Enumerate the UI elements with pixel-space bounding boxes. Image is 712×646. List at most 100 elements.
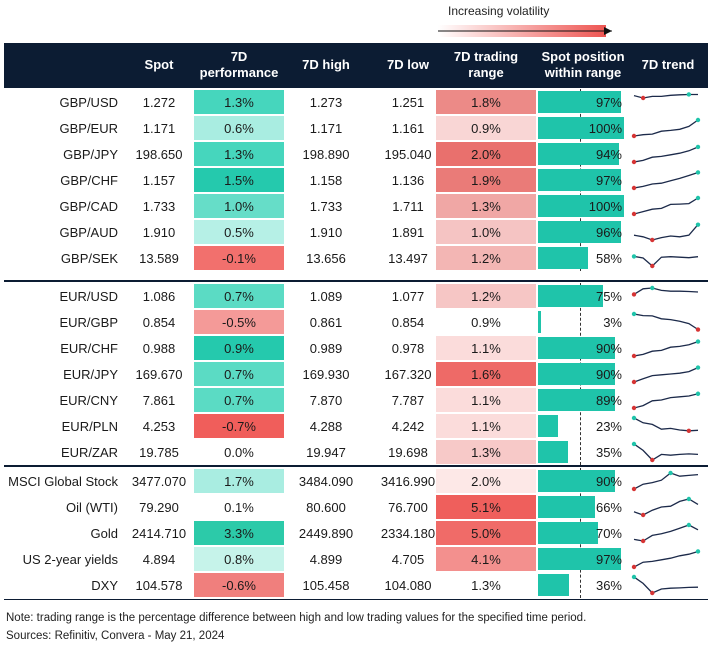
trend-sparkline (633, 92, 698, 101)
low-value: 0.978 (391, 340, 425, 356)
high-value: 105.458 (302, 577, 350, 593)
spot-value: 2414.710 (131, 525, 187, 541)
header-7d-performance-line1: 7D (230, 48, 248, 64)
trend-line (633, 367, 699, 383)
trend-high-marker (695, 170, 701, 175)
spot-position-value: 97% (595, 94, 622, 110)
spot-position-bar (538, 574, 569, 596)
low-value: 1.136 (391, 172, 425, 188)
spot-position-value: 90% (595, 340, 622, 356)
trend-line (633, 255, 699, 267)
trend-line (633, 443, 699, 461)
trend-high-marker (695, 117, 701, 123)
trend-cell (628, 336, 708, 360)
low-value: 1.077 (391, 288, 425, 304)
trend-cell (628, 310, 708, 334)
table-row: MSCI Global Stock 3477.070 1.7% 3484.090 341… (4, 468, 708, 494)
trend-sparkline (631, 144, 701, 165)
high-value: 4.899 (309, 551, 343, 567)
high-value: 4.288 (309, 418, 343, 434)
trading-range-value: 5.1% (436, 495, 536, 519)
high-value: 169.930 (302, 366, 350, 382)
spot-position-bar (538, 548, 622, 570)
trend-low-marker (686, 428, 692, 433)
trend-line (633, 524, 699, 542)
spot-value: 1.272 (142, 94, 176, 110)
table-row: GBP/CAD 1.733 1.0% 1.733 1.711 1.3% 100% (4, 193, 708, 219)
trend-low-marker (631, 159, 637, 165)
header-spot-position-line1: Spot position (541, 48, 625, 64)
trend-low-marker (640, 95, 646, 101)
trend-sparkline (631, 254, 699, 269)
instrument-name: EUR/USD (59, 288, 118, 304)
trend-high-marker (695, 339, 701, 344)
table-row: DXY 104.578 -0.6% 105.458 104.080 1.3% 36% (4, 572, 708, 598)
low-value: 13.497 (388, 250, 428, 266)
low-value: 1.891 (391, 224, 425, 240)
table-row: EUR/GBP 0.854 -0.5% 0.861 0.854 0.9% 3% (4, 309, 708, 335)
instrument-name: GBP/AUD (59, 224, 118, 240)
spot-position-value: 58% (595, 250, 622, 266)
trading-range-value: 1.3% (436, 573, 536, 597)
trading-range-value: 1.6% (436, 362, 536, 386)
performance-value: 1.5% (194, 168, 284, 192)
instrument-name: EUR/JPY (63, 366, 118, 382)
low-value: 104.080 (384, 577, 432, 593)
spot-position-cell: 97% (538, 547, 626, 571)
performance-value: -0.7% (194, 414, 284, 438)
table-row: US 2-year yields 4.894 0.8% 4.899 4.705 4.1% 9… (4, 546, 708, 572)
trend-cell (628, 168, 708, 192)
footnote: Note: trading range is the percentage di… (6, 612, 587, 624)
volatility-legend-label: Increasing volatility (448, 4, 550, 18)
performance-value: -0.1% (194, 246, 284, 270)
trend-low-marker (631, 564, 637, 570)
header-spot: Spot (144, 56, 174, 72)
trend-cell (628, 284, 708, 308)
spot-value: 0.988 (142, 340, 176, 356)
trading-range-value: 1.2% (436, 284, 536, 308)
instrument-name: GBP/USD (59, 94, 118, 110)
spot-value: 1.910 (142, 224, 176, 240)
spot-value: 198.650 (135, 146, 183, 162)
high-value: 3484.090 (298, 473, 354, 489)
header-7d-high: 7D high (302, 56, 350, 72)
header-7d-performance-line2: performance (199, 64, 279, 80)
low-value: 1.711 (392, 198, 424, 214)
trend-low-marker (695, 327, 701, 332)
high-value: 0.861 (309, 314, 343, 330)
trading-range-value: 0.9% (436, 116, 536, 140)
trend-line (633, 576, 699, 594)
spot-position-cell: 96% (538, 220, 626, 244)
trend-low-marker (631, 211, 637, 217)
trend-cell (628, 116, 708, 140)
performance-value: 0.5% (194, 220, 284, 244)
header-7d-performance: 7D performance (194, 43, 284, 86)
trend-sparkline (631, 574, 699, 596)
table-header: Spot 7D performance 7D high 7D low 7D tr… (4, 43, 708, 86)
spot-position-cell: 100% (538, 194, 626, 218)
low-value: 195.040 (384, 146, 432, 162)
trend-low-marker (650, 590, 655, 596)
table-row: EUR/USD 1.086 0.7% 1.089 1.077 1.2% 75% (4, 283, 708, 309)
spot-position-cell: 58% (538, 246, 626, 270)
table-row: EUR/JPY 169.670 0.7% 169.930 167.320 1.6% 90% (4, 361, 708, 387)
trend-high-marker (631, 441, 637, 447)
instrument-name: Gold (90, 525, 118, 541)
performance-value: 3.3% (194, 521, 284, 545)
trend-high-marker (631, 254, 637, 259)
high-value: 1.733 (309, 198, 343, 214)
spot-position-cell: 36% (538, 573, 626, 597)
table-row: Oil (WTI) 79.290 0.1% 80.600 76.700 5.1% 66% (4, 494, 708, 520)
trend-cell (628, 220, 708, 244)
low-value: 7.787 (391, 392, 425, 408)
spot-position-value: 70% (595, 525, 622, 541)
trend-line (633, 393, 699, 409)
table-row: GBP/CHF 1.157 1.5% 1.158 1.136 1.9% 97% (4, 167, 708, 193)
spot-position-value: 97% (595, 172, 622, 188)
trend-cell (628, 469, 708, 493)
spot-position-value: 89% (595, 392, 622, 408)
spot-value: 7.861 (142, 392, 176, 408)
spot-position-cell: 100% (538, 116, 626, 140)
trend-cell (628, 547, 708, 571)
trading-range-value: 1.3% (436, 194, 536, 218)
